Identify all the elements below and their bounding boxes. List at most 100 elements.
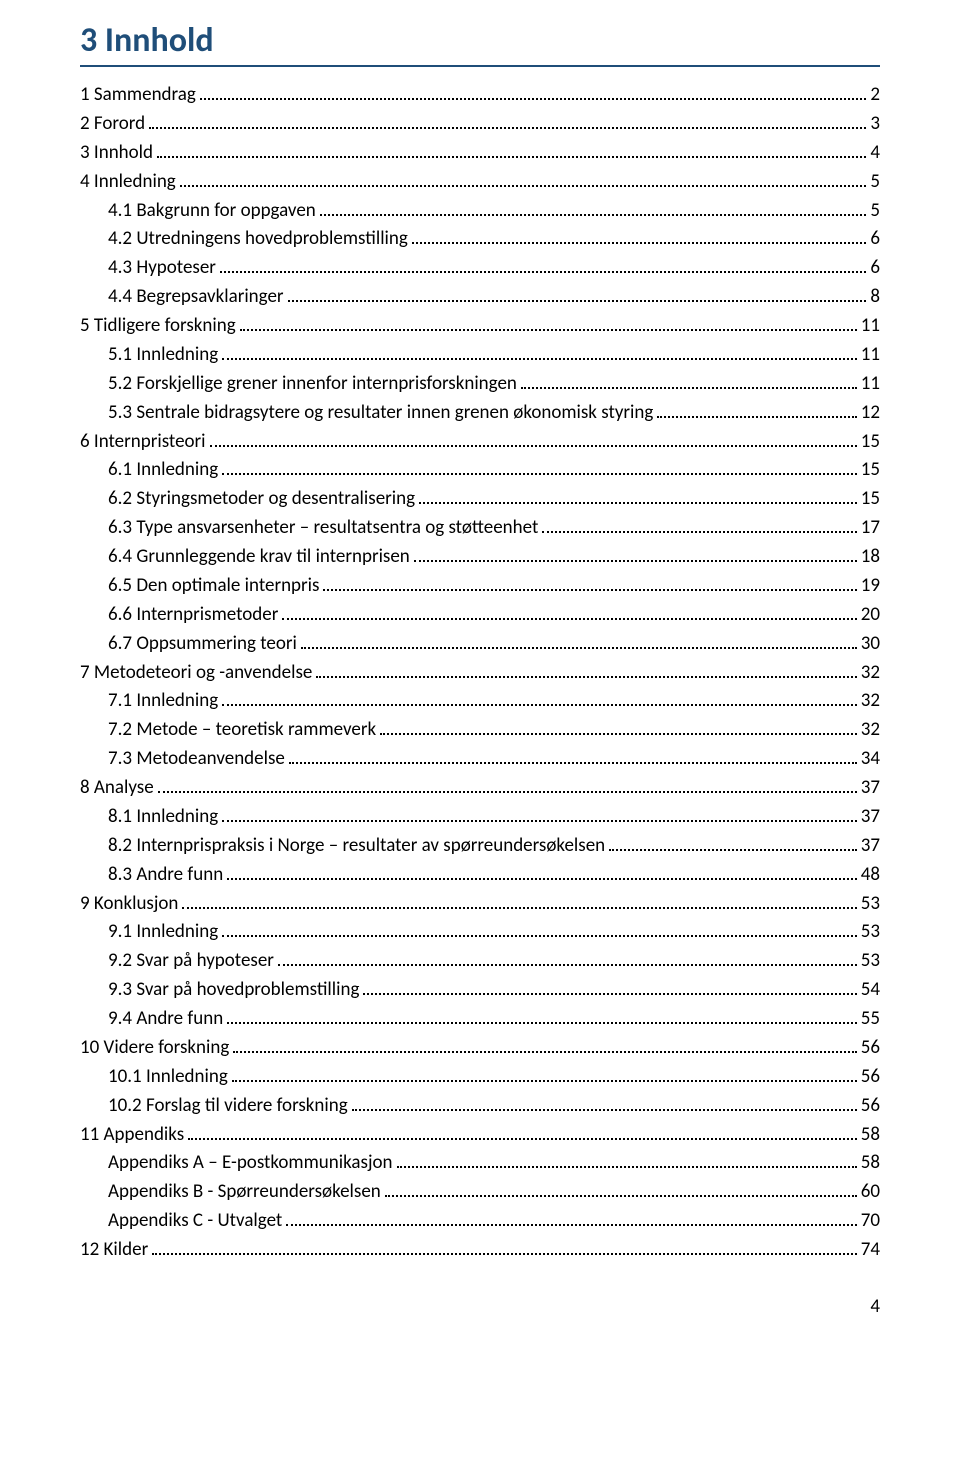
toc-label: 12 Kilder	[80, 1236, 148, 1265]
toc-row[interactable]: 10.1 Innledning56	[80, 1063, 880, 1092]
toc-row[interactable]: 5.3 Sentrale bidragsytere og resultater …	[80, 399, 880, 428]
toc-row[interactable]: 10.2 Forslag til videre forskning56	[80, 1092, 880, 1121]
toc-dot-leader	[414, 547, 857, 562]
toc-dot-leader	[157, 143, 866, 158]
toc-row[interactable]: 3 Innhold4	[80, 139, 880, 168]
toc-label: 4.1 Bakgrunn for oppgaven	[108, 197, 316, 226]
toc-dot-leader	[180, 171, 867, 186]
toc-label: 8.1 Innledning	[108, 803, 218, 832]
table-of-contents: 1 Sammendrag22 Forord33 Innhold44 Innled…	[80, 81, 880, 1265]
toc-row[interactable]: 9.1 Innledning53	[80, 918, 880, 947]
toc-dot-leader	[288, 287, 867, 302]
toc-dot-leader	[352, 1095, 857, 1110]
toc-row[interactable]: 6.7 Oppsummering teori 30	[80, 630, 880, 659]
toc-page-number: 53	[861, 947, 880, 976]
toc-dot-leader	[385, 1182, 857, 1197]
toc-row[interactable]: 4.1 Bakgrunn for oppgaven5	[80, 197, 880, 226]
toc-row[interactable]: 4.4 Begrepsavklaringer 8	[80, 283, 880, 312]
toc-page-number: 56	[861, 1034, 880, 1063]
toc-row[interactable]: 7.1 Innledning32	[80, 687, 880, 716]
toc-label: 4 Innledning	[80, 168, 176, 197]
toc-label: 4.4 Begrepsavklaringer	[108, 283, 284, 312]
toc-page-number: 15	[861, 485, 880, 514]
toc-row[interactable]: 8.1 Innledning 37	[80, 803, 880, 832]
toc-row[interactable]: 6.3 Type ansvarsenheter – resultatsentra…	[80, 514, 880, 543]
toc-page-number: 11	[861, 312, 880, 341]
toc-page-number: 37	[861, 832, 880, 861]
toc-label: 9.3 Svar på hovedproblemstilling	[108, 976, 359, 1005]
toc-label: 6.5 Den optimale internpris	[108, 572, 319, 601]
toc-row[interactable]: 5.1 Innledning11	[80, 341, 880, 370]
toc-page-number: 37	[861, 803, 880, 832]
toc-dot-leader	[363, 980, 856, 995]
toc-row[interactable]: Appendiks C - Utvalget70	[80, 1207, 880, 1236]
toc-dot-leader	[278, 951, 857, 966]
toc-dot-leader	[200, 85, 867, 100]
toc-dot-leader	[609, 836, 857, 851]
page-title: 3 Innhold	[80, 20, 880, 63]
toc-dot-leader	[220, 258, 866, 273]
toc-row[interactable]: 5 Tidligere forskning11	[80, 312, 880, 341]
toc-row[interactable]: 11 Appendiks 58	[80, 1121, 880, 1150]
toc-page-number: 2	[870, 81, 880, 110]
toc-dot-leader	[397, 1153, 857, 1168]
toc-label: 10.1 Innledning	[108, 1063, 228, 1092]
toc-row[interactable]: 6.6 Internprismetoder20	[80, 601, 880, 630]
toc-row[interactable]: 4.3 Hypoteser6	[80, 254, 880, 283]
toc-row[interactable]: 6.5 Den optimale internpris 19	[80, 572, 880, 601]
toc-dot-leader	[158, 778, 857, 793]
toc-page-number: 32	[861, 716, 880, 745]
toc-row[interactable]: 7 Metodeteori og -anvendelse32	[80, 659, 880, 688]
toc-row[interactable]: 6.4 Grunnleggende krav til internprisen1…	[80, 543, 880, 572]
toc-row[interactable]: Appendiks A – E-postkommunikasjon58	[80, 1149, 880, 1178]
toc-row[interactable]: 4.2 Utredningens hovedproblemstilling6	[80, 225, 880, 254]
toc-page-number: 19	[861, 572, 880, 601]
toc-dot-leader	[232, 1067, 857, 1082]
toc-label: 8.3 Andre funn	[108, 861, 223, 890]
toc-row[interactable]: 10 Videre forskning56	[80, 1034, 880, 1063]
toc-dot-leader	[419, 489, 857, 504]
toc-row[interactable]: 12 Kilder74	[80, 1236, 880, 1265]
toc-label: 7.3 Metodeanvendelse	[108, 745, 285, 774]
toc-row[interactable]: 6.1 Innledning15	[80, 456, 880, 485]
toc-label: 6.4 Grunnleggende krav til internprisen	[108, 543, 410, 572]
toc-row[interactable]: Appendiks B - Spørreundersøkelsen60	[80, 1178, 880, 1207]
toc-row[interactable]: 7.2 Metode – teoretisk rammeverk32	[80, 716, 880, 745]
toc-dot-leader	[657, 402, 856, 417]
toc-dot-leader	[188, 1124, 857, 1139]
page-footer-number: 4	[80, 1295, 880, 1318]
toc-row[interactable]: 8.3 Andre funn48	[80, 861, 880, 890]
toc-dot-leader	[323, 576, 856, 591]
toc-label: 11 Appendiks	[80, 1121, 184, 1150]
toc-page-number: 6	[870, 225, 880, 254]
toc-label: 9.2 Svar på hypoteser	[108, 947, 274, 976]
toc-row[interactable]: 7.3 Metodeanvendelse34	[80, 745, 880, 774]
toc-row[interactable]: 6.2 Styringsmetoder og desentralisering 1…	[80, 485, 880, 514]
toc-dot-leader	[289, 749, 857, 764]
toc-row[interactable]: 9.4 Andre funn55	[80, 1005, 880, 1034]
toc-row[interactable]: 2 Forord3	[80, 110, 880, 139]
toc-dot-leader	[233, 1038, 856, 1053]
toc-dot-leader	[222, 691, 857, 706]
toc-page-number: 30	[861, 630, 880, 659]
toc-row[interactable]: 4 Innledning5	[80, 168, 880, 197]
toc-page-number: 20	[861, 601, 880, 630]
toc-dot-leader	[320, 200, 867, 215]
toc-row[interactable]: 1 Sammendrag2	[80, 81, 880, 110]
toc-label: 8 Analyse	[80, 774, 154, 803]
toc-row[interactable]: 9.2 Svar på hypoteser 53	[80, 947, 880, 976]
toc-row[interactable]: 8 Analyse37	[80, 774, 880, 803]
toc-page-number: 70	[861, 1207, 880, 1236]
toc-row[interactable]: 9.3 Svar på hovedproblemstilling54	[80, 976, 880, 1005]
toc-dot-leader	[316, 662, 856, 677]
toc-label: 8.2 Internprispraksis i Norge – resultat…	[108, 832, 605, 861]
toc-page-number: 58	[861, 1121, 880, 1150]
toc-label: 6.1 Innledning	[108, 456, 218, 485]
toc-row[interactable]: 8.2 Internprispraksis i Norge – resultat…	[80, 832, 880, 861]
toc-label: 6.7 Oppsummering teori	[108, 630, 297, 659]
toc-page-number: 8	[870, 283, 880, 312]
toc-row[interactable]: 6 Internpristeori15	[80, 428, 880, 457]
toc-row[interactable]: 5.2 Forskjellige grener innenfor internp…	[80, 370, 880, 399]
toc-label: 6.2 Styringsmetoder og desentralisering	[108, 485, 415, 514]
toc-row[interactable]: 9 Konklusjon53	[80, 890, 880, 919]
